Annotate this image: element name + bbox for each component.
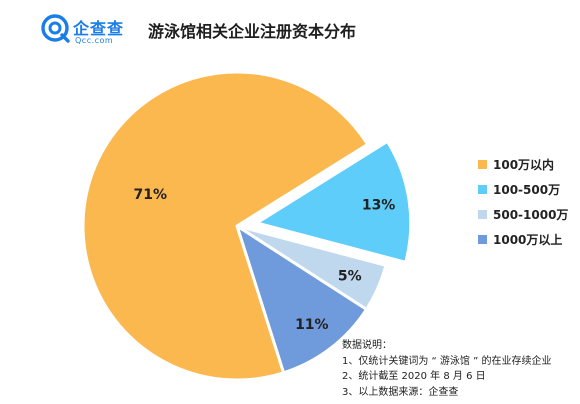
pie-data-label: 5% — [338, 269, 362, 285]
pie-slice — [255, 139, 413, 264]
pie-slice — [81, 70, 370, 382]
legend-swatch — [478, 210, 487, 219]
pie-data-label: 71% — [134, 187, 168, 203]
chart-title: 游泳馆相关企业注册资本分布 — [148, 22, 357, 41]
pie-data-label: 11% — [295, 317, 329, 333]
data-note: 数据说明： 1、仅统计关键词为 “ 游泳馆 ” 的在业存续企业 2、统计截至 2… — [342, 338, 551, 400]
brand-name: 企查查 — [73, 19, 125, 38]
legend-swatch — [478, 235, 487, 244]
legend-label: 500-1000万 — [493, 208, 569, 222]
brand-domain: Qcc.com — [75, 36, 114, 45]
legend-label: 100-500万 — [493, 183, 561, 197]
legend-swatch — [478, 185, 487, 194]
qcc-logo-icon — [41, 14, 70, 43]
pie-data-labels: 13% 5% 11% 71% — [134, 187, 396, 333]
note-heading: 数据说明： — [342, 340, 392, 351]
pie-data-label: 13% — [362, 198, 396, 214]
pie-slices — [81, 70, 413, 382]
legend-label: 100万以内 — [493, 158, 555, 172]
note-line: 3、以上数据来源：企查查 — [342, 386, 459, 398]
legend-label: 1000万以上 — [493, 233, 563, 247]
legend-swatch — [478, 160, 487, 169]
note-line: 2、统计截至 2020 年 8 月 6 日 — [342, 371, 486, 382]
note-line: 1、仅统计关键词为 “ 游泳馆 ” 的在业存续企业 — [342, 355, 552, 367]
brand-logo: 企查查 Qcc.com — [40, 13, 160, 49]
pie-slice — [235, 224, 368, 375]
